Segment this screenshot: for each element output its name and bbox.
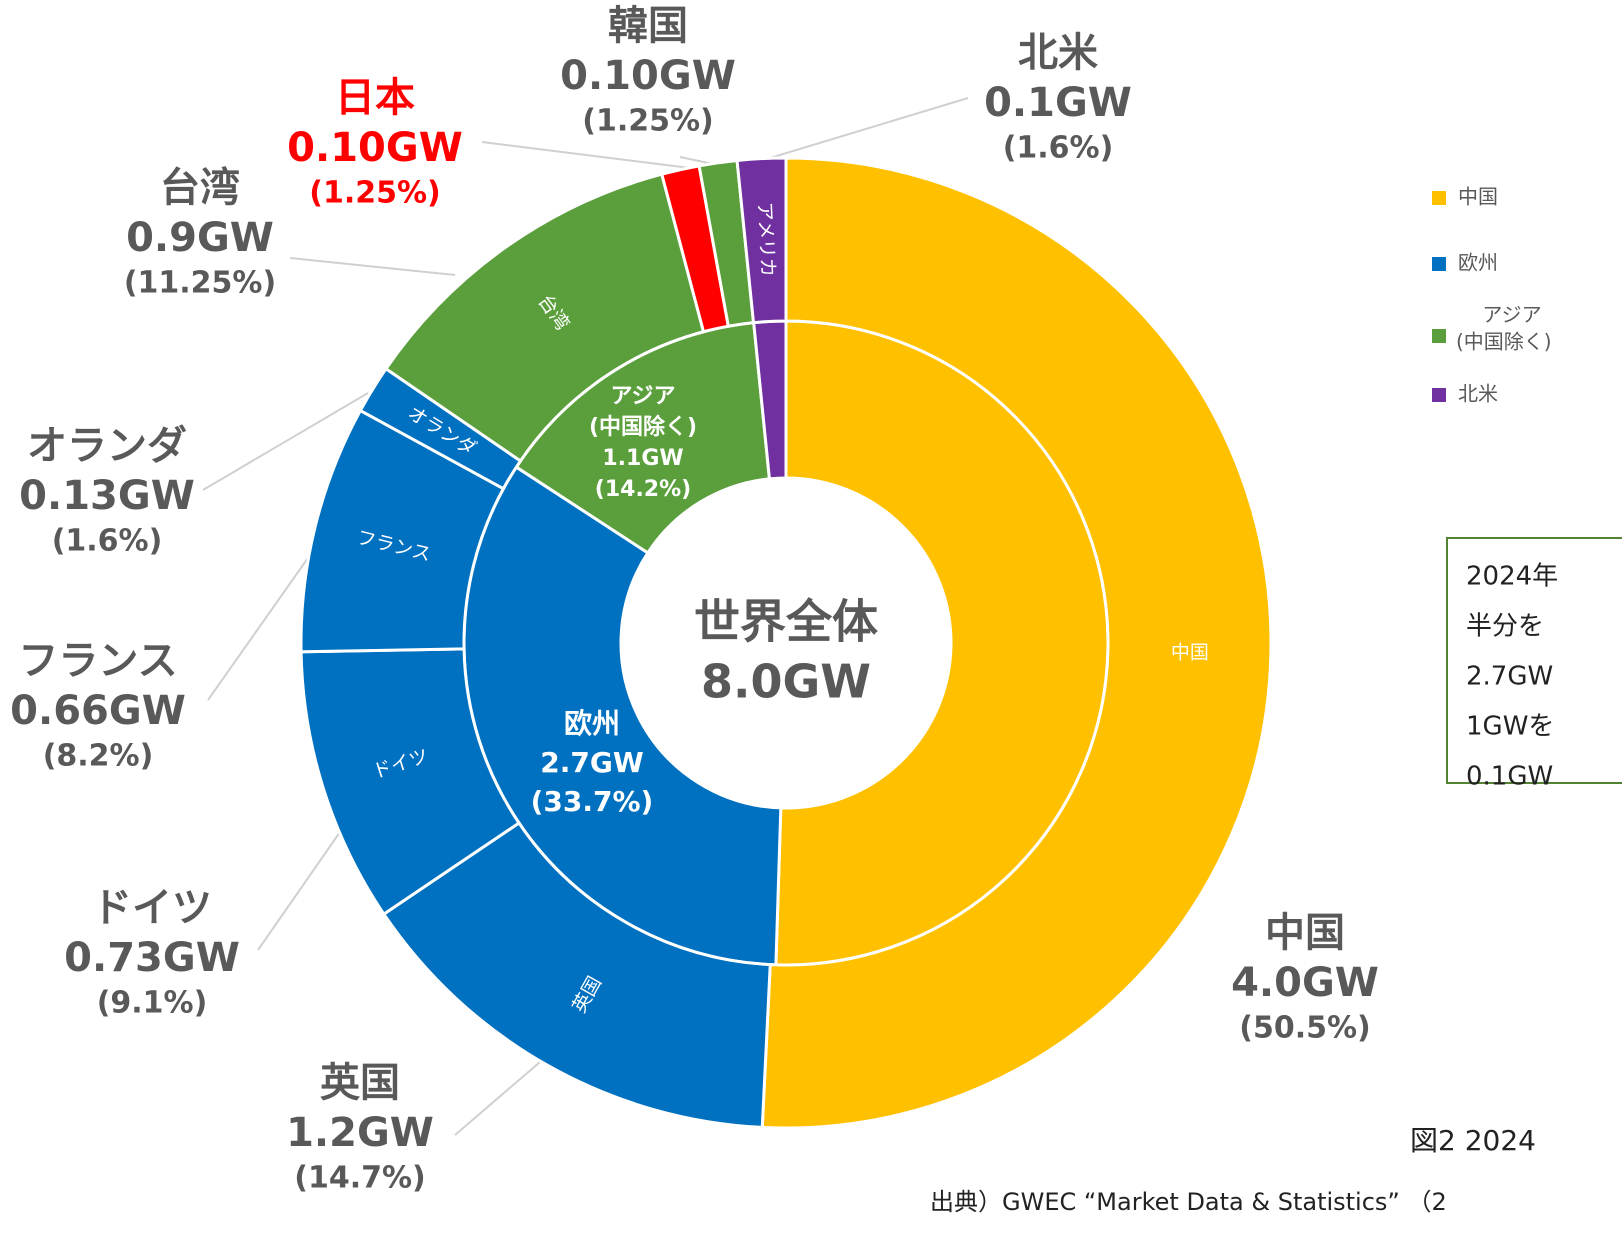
gw-label: 0.13GW [19, 473, 195, 519]
region-label: フランス [18, 638, 177, 684]
pct-label: (8.2%) [43, 739, 154, 774]
gw-label: 0.1GW [984, 80, 1132, 126]
gw-label: 4.0GW [1231, 960, 1379, 1006]
leader-line [454, 1061, 541, 1136]
note-line: 2024年 [1466, 562, 1558, 592]
leader-line [202, 392, 369, 491]
note-line: 1GWを [1466, 712, 1554, 742]
gw-label: 0.10GW [560, 53, 736, 99]
region-label: 日本 [335, 75, 415, 121]
center-title: 世界全体 [694, 595, 878, 649]
inner-gw: 2.7GW [540, 746, 644, 779]
region-label: ドイツ [92, 885, 212, 931]
pct-label: (11.25%) [124, 266, 276, 301]
inner-gw: 1.1GW [602, 446, 683, 471]
region-label: 韓国 [608, 3, 688, 49]
legend-swatch [1432, 257, 1446, 271]
legend-sublabel: (中国除く) [1456, 330, 1552, 354]
legend-label: 中国 [1458, 185, 1498, 209]
leader-line [769, 97, 969, 159]
legend-swatch [1432, 388, 1446, 402]
note-line: 2.7GW [1466, 662, 1553, 692]
region-label: 北米 [1018, 30, 1098, 76]
inner-label: 欧州 [564, 707, 620, 740]
pct-label: (1.6%) [52, 524, 163, 559]
pct-label: (14.7%) [294, 1161, 426, 1196]
leader-line [257, 831, 341, 951]
slice [735, 156, 788, 325]
slice [381, 820, 772, 1129]
inner-sublabel: (中国除く) [589, 414, 697, 440]
gw-label: 0.66GW [10, 688, 186, 734]
pct-label: (1.25%) [309, 176, 441, 211]
legend-label: 北米 [1458, 382, 1498, 406]
note-box [1446, 537, 1622, 784]
inner-pct: (33.7%) [531, 785, 654, 818]
gw-label: 0.73GW [64, 935, 240, 981]
region-label: 英国 [320, 1060, 400, 1106]
pct-label: (1.6%) [1003, 131, 1114, 166]
legend-swatch [1432, 191, 1446, 205]
center-value: 8.0GW [701, 655, 871, 709]
pct-label: (1.25%) [582, 104, 714, 139]
inner-label: アジア [610, 384, 675, 409]
region-label: 台湾 [160, 165, 240, 211]
legend-swatch [1432, 329, 1446, 343]
leader-line [207, 547, 316, 701]
caption: 図2 2024 [1410, 1124, 1536, 1157]
pct-label: (50.5%) [1239, 1011, 1371, 1046]
pct-label: (9.1%) [97, 986, 208, 1021]
source: 出典）GWEC “Market Data & Statistics” （2 [930, 1188, 1447, 1216]
slice-label: アメリカ [753, 201, 779, 277]
legend-label: アジア [1482, 303, 1541, 327]
gw-label: 0.9GW [126, 215, 274, 261]
note-line: 0.1GW [1466, 762, 1553, 792]
gw-label: 0.10GW [287, 125, 463, 171]
note-line: 半分を [1466, 612, 1544, 642]
slice [760, 156, 1273, 1130]
inner-pct: (14.2%) [595, 477, 691, 502]
slice-label: 中国 [1171, 641, 1209, 663]
leader-line [481, 141, 691, 169]
region-label: 中国 [1265, 910, 1345, 956]
gw-label: 1.2GW [286, 1110, 434, 1156]
leader-lines [202, 97, 969, 1136]
region-label: オランダ [27, 423, 187, 469]
leader-line [289, 257, 456, 276]
legend-label: 欧州 [1458, 251, 1498, 275]
